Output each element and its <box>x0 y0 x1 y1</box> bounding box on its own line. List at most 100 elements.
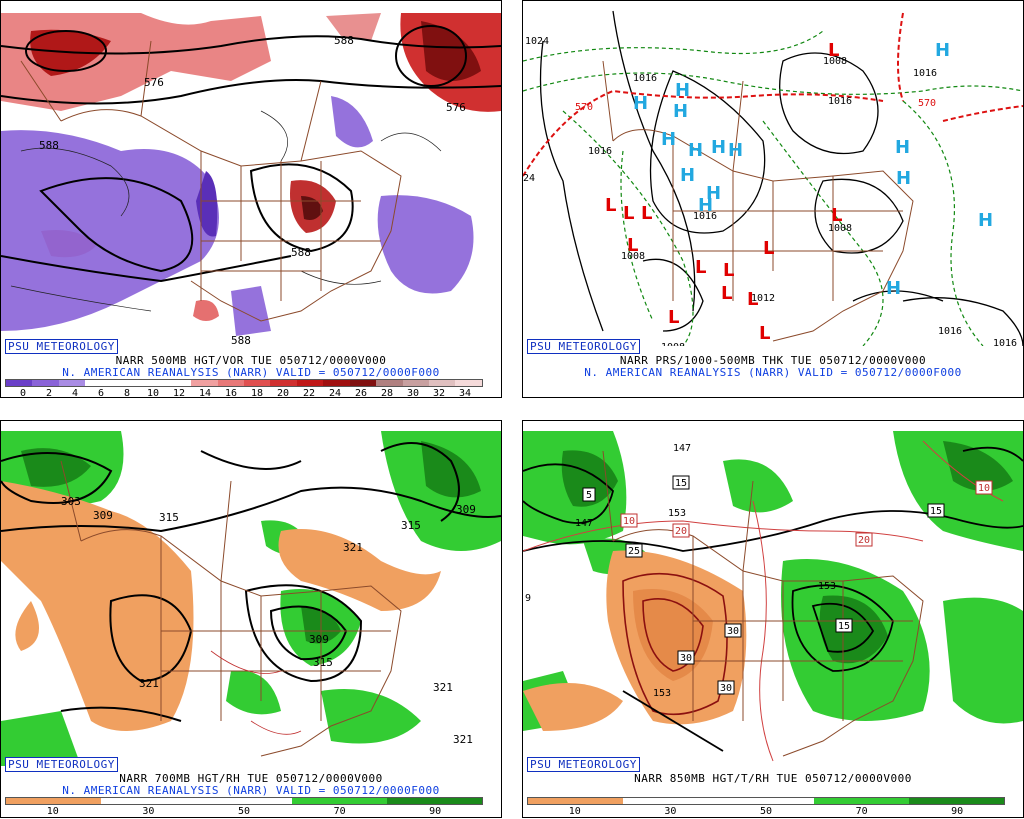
contour-label: 576 <box>446 101 466 114</box>
color-swatch <box>111 380 139 386</box>
color-swatch <box>908 798 1005 804</box>
contour-label: 309 <box>93 509 113 522</box>
scale-tick-label: 28 <box>380 388 394 398</box>
color-swatch <box>32 380 59 386</box>
color-swatch <box>402 380 429 386</box>
contour-label: 303 <box>61 495 81 508</box>
low-pressure-center: L <box>668 307 679 328</box>
contour-label: 1012 <box>751 293 775 304</box>
scale-tick-label: 24 <box>328 388 342 398</box>
panel-pressure-thickness: H H H H H H H H H H H H H H H L L L L L … <box>522 0 1024 398</box>
high-pressure-center: H <box>706 183 721 204</box>
high-pressure-center: H <box>886 278 901 299</box>
scale-tick-label: 12 <box>172 388 186 398</box>
contour-label: 1008 <box>823 56 847 67</box>
temperature-label: 10 <box>978 483 990 494</box>
color-swatch <box>196 798 292 804</box>
product-title: NARR 500MB HGT/VOR TUE 050712/0000V000 <box>115 354 387 367</box>
scale-tick-label: 16 <box>224 388 238 398</box>
low-pressure-center: L <box>723 260 734 281</box>
low-pressure-center: L <box>721 283 732 304</box>
contour-label: 588 <box>39 139 59 152</box>
contour-label: 1016 <box>693 211 717 222</box>
scale-tick-label: 14 <box>198 388 212 398</box>
contour-label: 309 <box>309 633 329 646</box>
scale-tick-label: 32 <box>432 388 446 398</box>
scale-tick-label: 30 <box>142 806 155 817</box>
temperature-label: 15 <box>930 506 942 517</box>
scale-tick-label: 70 <box>333 806 346 817</box>
scale-tick-label: 18 <box>250 388 264 398</box>
contour-label: 321 <box>433 681 453 694</box>
scale-tick-label: 8 <box>123 388 131 398</box>
panel-500mb-vorticity: 588 576 588 576 588 588 PSU METEOROLOGY … <box>0 0 502 398</box>
color-swatch <box>164 380 192 386</box>
scale-tick-label: 2 <box>45 388 53 398</box>
contour-label: 1016 <box>913 68 937 79</box>
high-pressure-center: H <box>895 137 910 158</box>
color-swatch <box>85 380 112 386</box>
scale-tick-label: 20 <box>276 388 290 398</box>
contour-label: 1008 <box>828 223 852 234</box>
scale-tick-label: 50 <box>759 806 773 817</box>
high-pressure-center: H <box>935 40 950 61</box>
low-pressure-center: L <box>763 238 774 259</box>
low-pressure-center: L <box>627 235 638 256</box>
contour-label: 153 <box>818 581 836 592</box>
low-pressure-center: L <box>831 205 842 226</box>
color-swatch <box>455 380 482 386</box>
color-swatch <box>101 798 197 804</box>
low-pressure-center: L <box>828 40 839 61</box>
contour-label: 1024 <box>525 36 549 47</box>
scale-tick-label: 34 <box>458 388 472 398</box>
contour-label: 321 <box>453 733 473 746</box>
contour-label: 1008 <box>661 342 685 346</box>
high-pressure-center: H <box>661 129 676 150</box>
contour-label: 315 <box>313 656 333 669</box>
scale-tick-label: 90 <box>429 806 442 817</box>
temperature-label: 30 <box>727 626 739 637</box>
scale-tick-label: 0 <box>19 388 27 398</box>
vorticity-map: 588 576 588 576 588 588 <box>1 1 501 346</box>
scale-tick-label: 30 <box>406 388 420 398</box>
product-title: NARR 850MB HGT/T/RH TUE 050712/0000V000 <box>634 772 912 785</box>
temperature-label: 25 <box>628 546 640 557</box>
rh850-map: 147 147 153 153 153 5 15 10 20 25 20 30 … <box>523 421 1023 766</box>
color-swatch <box>386 798 483 804</box>
high-pressure-center: H <box>711 137 726 158</box>
contour-label: 1016 <box>938 326 962 337</box>
high-pressure-center: H <box>680 165 695 186</box>
color-swatch <box>323 380 350 386</box>
color-swatch <box>291 798 387 804</box>
low-pressure-center: L <box>605 195 616 216</box>
color-scale-labels: 10 30 50 70 90 <box>523 806 1023 817</box>
color-swatch <box>270 380 297 386</box>
psu-meteorology-label: PSU METEOROLOGY <box>5 757 118 772</box>
valid-time: N. AMERICAN REANALYSIS (NARR) VALID = 05… <box>62 784 440 797</box>
contour-label: 588 <box>334 34 354 47</box>
temperature-label: 15 <box>675 478 687 489</box>
low-pressure-center: L <box>641 203 652 224</box>
contour-label: 315 <box>401 519 421 532</box>
color-swatch <box>6 798 102 804</box>
temperature-label: 15 <box>838 621 850 632</box>
color-swatch <box>217 380 244 386</box>
contour-label: 321 <box>343 541 363 554</box>
color-swatch <box>6 380 33 386</box>
rh700-map: 303 309 315 315 309 321 309 315 321 321 … <box>1 421 501 766</box>
scale-tick-label: 50 <box>237 806 251 817</box>
contour-label: 9 <box>525 593 531 604</box>
temperature-label: 5 <box>586 490 592 501</box>
color-swatch <box>528 798 624 804</box>
temperature-label: 10 <box>623 516 635 527</box>
contour-label: 321 <box>139 677 159 690</box>
color-swatch <box>429 380 456 386</box>
low-pressure-center: L <box>623 203 634 224</box>
panel-700mb-rh: 303 309 315 315 309 321 309 315 321 321 … <box>0 420 502 818</box>
scale-tick-label: 70 <box>855 806 868 817</box>
scale-tick-label: 10 <box>46 806 59 817</box>
color-swatch <box>296 380 324 386</box>
contour-label: 1016 <box>633 73 657 84</box>
contour-label: 570 <box>918 98 936 109</box>
high-pressure-center: H <box>978 210 993 231</box>
